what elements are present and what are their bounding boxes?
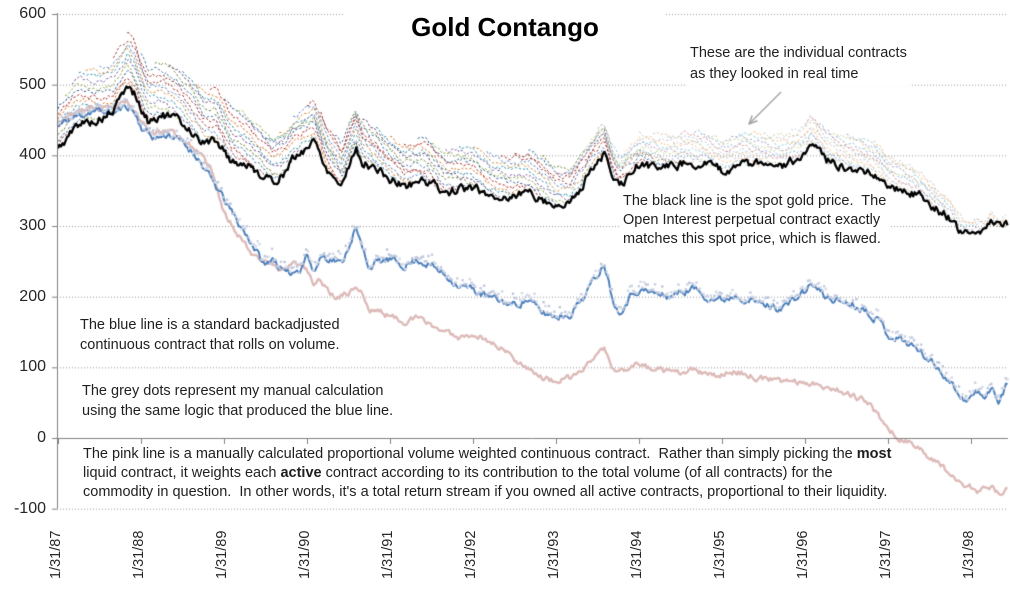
y-tick-label: 500 [19,75,46,93]
x-tick-label: 1/31/90 [297,530,313,579]
y-tick-label: 0 [37,429,46,446]
note-line: These are the individual contracts [690,45,907,61]
x-tick-label: 1/31/96 [795,530,811,579]
y-tick-label: 600 [19,5,46,22]
note-line: using the same logic that produced the b… [82,403,394,419]
y-tick-label: 200 [19,287,46,305]
x-tick-label: 1/31/92 [463,530,479,579]
x-tick-label: 1/31/93 [546,530,562,579]
x-tick-label: 1/31/97 [878,530,894,579]
x-tick-label: 1/31/88 [131,530,147,579]
x-tick-label: 1/31/95 [712,530,728,579]
note-line: continuous contract that rolls on volume… [80,337,340,353]
note-line: commodity in question. In other words, i… [83,484,888,500]
annotation-spot-price: The black line is the spot gold price. T… [620,191,890,250]
x-tick-label: 1/31/91 [380,530,396,579]
note-line: as they looked in real time [690,66,859,82]
x-tick-label: 1/31/89 [214,530,230,579]
note-line: The grey dots represent my manual calcul… [82,383,384,399]
annotation-grey-dots: The grey dots represent my manual calcul… [79,380,397,422]
x-tick-label: 1/31/87 [48,530,64,579]
note-line: matches this spot price, which is flawed… [623,231,881,247]
note-line: Open Interest perpetual contract exactly [623,212,881,228]
annotation-blue-line: The blue line is a standard backadjusted… [77,314,343,356]
y-tick-label: 400 [19,146,46,164]
note-line: The blue line is a standard backadjusted [80,317,340,333]
chart-title: Gold Contango [345,12,665,42]
note-line: The pink line is a manually calculated p… [83,446,892,462]
x-tick-label: 1/31/98 [961,530,977,579]
y-tick-label: -100 [13,499,46,517]
note-line: The black line is the spot gold price. T… [623,193,887,209]
annotation-pink-line: The pink line is a manually calculated p… [80,444,895,503]
note-line: liquid contract, it weights each active … [83,465,833,481]
y-tick-label: 300 [19,217,46,234]
annotation-individual-contracts: These are the individual contracts as the… [687,42,910,86]
x-tick-label: 1/31/94 [629,530,645,579]
y-tick-label: 100 [19,358,46,376]
